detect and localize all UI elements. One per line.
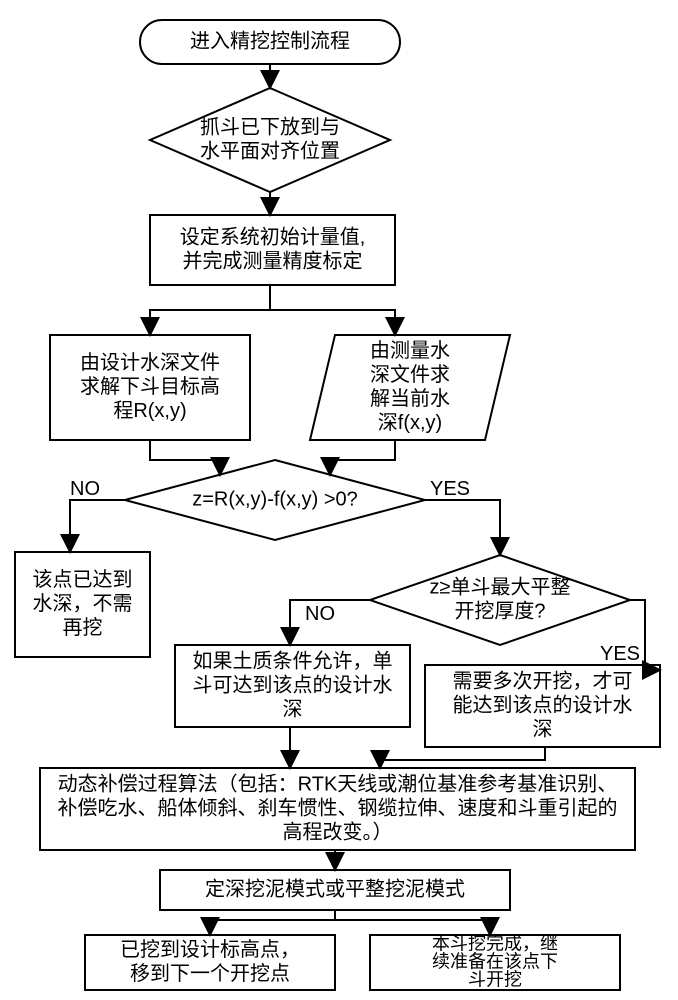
node-p8-label: 定深挖泥模式或平整挖泥模式 xyxy=(205,877,465,900)
node-p8: 定深挖泥模式或平整挖泥模式 xyxy=(160,870,510,910)
svg-text:由测量水: 由测量水 xyxy=(370,339,450,362)
node-p2-label: 由设计水深文件求解下斗目标高程R(x,y) xyxy=(80,351,220,422)
svg-text:进入精挖控制流程: 进入精挖控制流程 xyxy=(190,29,350,52)
svg-text:由设计水深文件: 由设计水深文件 xyxy=(80,351,220,374)
svg-text:求解下斗目标高: 求解下斗目标高 xyxy=(80,375,220,398)
svg-text:z=R(x,y)-f(x,y) >0?: z=R(x,y)-f(x,y) >0? xyxy=(192,488,358,510)
svg-text:已挖到设计标高点，: 已挖到设计标高点， xyxy=(120,938,300,961)
node-d2-label: z=R(x,y)-f(x,y) >0? xyxy=(192,488,358,510)
svg-text:该点已达到: 该点已达到 xyxy=(33,568,133,591)
node-p9: 已挖到设计标高点，移到下一个开挖点 xyxy=(85,935,335,990)
svg-text:开挖厚度?: 开挖厚度? xyxy=(454,599,545,622)
node-p1-label: 设定系统初始计量值,并完成测量精度标定 xyxy=(180,225,366,272)
node-p3-label: 由测量水深文件求解当前水深f(x,y) xyxy=(370,339,450,434)
node-p6: 需要多次开挖，才可能达到该点的设计水深 xyxy=(425,665,660,747)
node-p7: 动态补偿过程算法（包括：RTK天线或潮位基准参考基准识别、补偿吃水、船体倾斜、刹… xyxy=(40,768,635,850)
edge-3 xyxy=(270,285,395,335)
svg-text:抓斗已下放到与: 抓斗已下放到与 xyxy=(200,115,340,138)
node-p1: 设定系统初始计量值,并完成测量精度标定 xyxy=(150,215,395,285)
node-p5: 如果土质条件允许，单斗可达到该点的设计水深 xyxy=(175,645,410,727)
svg-text:水平面对齐位置: 水平面对齐位置 xyxy=(200,139,340,162)
node-p9-label: 已挖到设计标高点，移到下一个开挖点 xyxy=(120,938,300,985)
svg-text:本斗挖完成，继: 本斗挖完成，继 xyxy=(432,933,558,953)
node-start-label: 进入精挖控制流程 xyxy=(190,29,350,52)
svg-text:高程改变。）: 高程改变。） xyxy=(283,820,393,843)
node-p10-label: 本斗挖完成，继续准备在该点下斗开挖 xyxy=(432,933,558,989)
svg-text:再挖: 再挖 xyxy=(63,616,103,639)
node-d1-label: 抓斗已下放到与水平面对齐位置 xyxy=(200,115,340,162)
node-p10: 本斗挖完成，继续准备在该点下斗开挖 xyxy=(370,933,620,990)
flowchart-svg: NOYESNOYES进入精挖控制流程抓斗已下放到与水平面对齐位置设定系统初始计量… xyxy=(0,0,678,1000)
edge-7-label: YES xyxy=(430,478,470,500)
edge-12 xyxy=(380,747,545,768)
node-p4-label: 该点已达到水深，不需再挖 xyxy=(33,568,133,639)
node-p4: 该点已达到水深，不需再挖 xyxy=(15,552,150,657)
node-d3: z≥单斗最大平整开挖厚度? xyxy=(370,555,630,645)
node-d1: 抓斗已下放到与水平面对齐位置 xyxy=(150,88,390,192)
edge-8-label: NO xyxy=(305,603,335,625)
svg-text:深: 深 xyxy=(283,697,303,720)
edge-4 xyxy=(150,440,220,475)
node-p7-label: 动态补偿过程算法（包括：RTK天线或潮位基准参考基准识别、补偿吃水、船体倾斜、刹… xyxy=(58,772,618,843)
svg-text:动态补偿过程算法（包括：RTK天线或潮位基准参考基准识别、: 动态补偿过程算法（包括：RTK天线或潮位基准参考基准识别、 xyxy=(58,772,618,795)
svg-text:斗可达到该点的设计水: 斗可达到该点的设计水 xyxy=(193,673,393,696)
svg-text:需要多次开挖，才可: 需要多次开挖，才可 xyxy=(453,669,633,692)
edge-2 xyxy=(150,285,270,335)
svg-text:并完成测量精度标定: 并完成测量精度标定 xyxy=(183,249,363,272)
svg-text:解当前水: 解当前水 xyxy=(370,387,450,410)
edge-9-label: YES xyxy=(600,643,640,665)
svg-text:补偿吃水、船体倾斜、刹车惯性、钢缆拉伸、速度和斗重引起的: 补偿吃水、船体倾斜、刹车惯性、钢缆拉伸、速度和斗重引起的 xyxy=(58,796,618,819)
svg-text:z≥单斗最大平整: z≥单斗最大平整 xyxy=(430,575,571,598)
edge-14 xyxy=(210,910,335,935)
svg-text:斗开挖: 斗开挖 xyxy=(468,969,522,989)
edge-7 xyxy=(425,500,500,555)
svg-text:水深，不需: 水深，不需 xyxy=(33,592,133,615)
svg-text:深f(x,y): 深f(x,y) xyxy=(378,411,442,434)
edge-6 xyxy=(70,500,125,552)
svg-text:续准备在该点下: 续准备在该点下 xyxy=(432,951,558,971)
node-start: 进入精挖控制流程 xyxy=(140,20,400,64)
edge-6-label: NO xyxy=(70,478,100,500)
svg-text:移到下一个开挖点: 移到下一个开挖点 xyxy=(130,962,290,985)
node-p6-label: 需要多次开挖，才可能达到该点的设计水深 xyxy=(453,669,633,740)
svg-text:如果土质条件允许，单: 如果土质条件允许，单 xyxy=(193,649,393,672)
svg-text:深: 深 xyxy=(533,717,553,740)
edge-15 xyxy=(335,910,490,935)
node-p2: 由设计水深文件求解下斗目标高程R(x,y) xyxy=(50,335,250,440)
node-d2: z=R(x,y)-f(x,y) >0? xyxy=(125,460,425,540)
svg-text:设定系统初始计量值,: 设定系统初始计量值, xyxy=(180,225,366,248)
svg-text:程R(x,y): 程R(x,y) xyxy=(113,399,186,422)
svg-text:能达到该点的设计水: 能达到该点的设计水 xyxy=(453,693,633,716)
svg-text:定深挖泥模式或平整挖泥模式: 定深挖泥模式或平整挖泥模式 xyxy=(205,877,465,900)
node-p5-label: 如果土质条件允许，单斗可达到该点的设计水深 xyxy=(193,649,393,720)
node-p3: 由测量水深文件求解当前水深f(x,y) xyxy=(310,335,510,440)
node-d3-label: z≥单斗最大平整开挖厚度? xyxy=(430,575,571,622)
svg-text:深文件求: 深文件求 xyxy=(370,363,450,386)
edge-5 xyxy=(330,440,395,475)
